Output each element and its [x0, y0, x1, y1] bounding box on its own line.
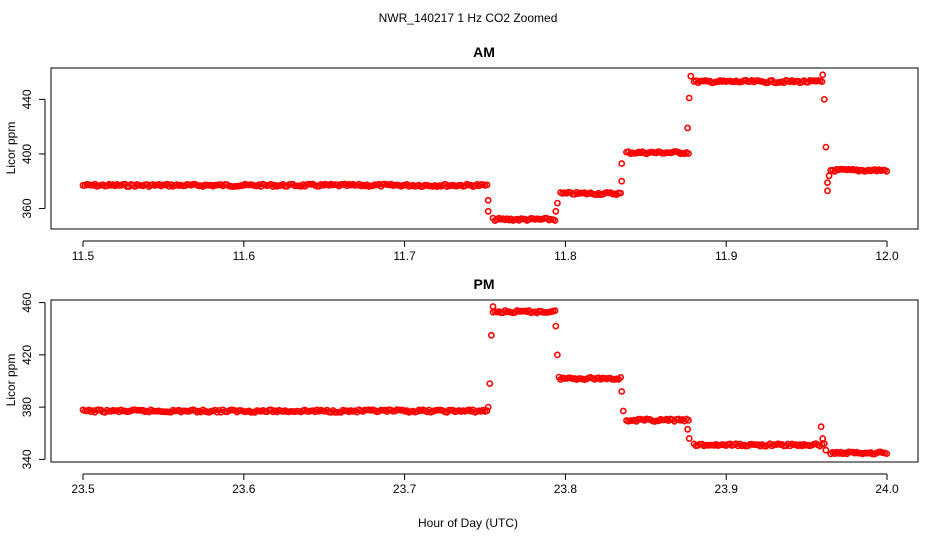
am-transition-point	[687, 72, 695, 80]
pm-transition-point	[489, 303, 497, 310]
pm-y-tick-label: 380	[20, 397, 34, 417]
pm-data-point	[685, 416, 692, 424]
am-transition-point	[822, 143, 830, 151]
am-plateau-5	[690, 76, 826, 87]
am-transition-point	[552, 207, 560, 215]
pm-x-tick-label: 23.8	[554, 482, 578, 496]
pm-y-axis: 340 380 420 460	[20, 292, 46, 469]
am-transition-point	[824, 187, 831, 195]
pm-plateau-6	[827, 448, 891, 458]
am-y-tick-label: 440	[20, 89, 34, 109]
pm-transition-point	[619, 407, 627, 415]
pm-transition-point	[618, 388, 626, 395]
pm-data-points	[79, 303, 891, 458]
pm-transition-point	[685, 435, 693, 442]
pm-data-point	[551, 307, 559, 315]
pm-x-tick-label: 23.7	[393, 482, 417, 496]
am-y-tick-label: 400	[20, 144, 34, 164]
am-transition-point	[819, 71, 827, 79]
pm-y-tick-label: 420	[20, 345, 34, 365]
am-x-axis: 11.5 11.6 11.7 11.8 11.9 12.0	[72, 240, 899, 263]
pm-x-tick-label: 23.6	[232, 482, 256, 496]
am-x-tick-label: 12.0	[875, 249, 899, 263]
pm-panel-title: PM	[474, 276, 495, 292]
pm-panel: PM Licor ppm 23.5 23.6 23.7 23.8 23.9 24.0 34…	[4, 276, 919, 496]
pm-transition-point	[554, 351, 561, 359]
am-transition-point	[484, 207, 492, 215]
pm-transition-point	[487, 331, 495, 339]
am-plot-frame	[50, 67, 919, 230]
am-plateau-6	[827, 165, 891, 175]
am-y-tick-label: 360	[20, 198, 34, 218]
am-transition-point	[820, 96, 828, 103]
am-x-tick-label: 11.8	[554, 249, 577, 263]
x-axis-label: Hour of Day (UTC)	[418, 516, 518, 530]
am-data-point	[818, 78, 826, 85]
pm-data-point	[617, 373, 624, 381]
pm-x-tick-label: 23.9	[715, 482, 739, 496]
pm-plateau-2	[489, 307, 559, 317]
pm-plateau-1	[79, 406, 491, 416]
am-data-point	[617, 189, 624, 197]
am-plateau-3	[557, 188, 624, 199]
pm-transition-point	[552, 322, 560, 330]
pm-plateau-3	[557, 373, 624, 383]
am-transition-point	[825, 172, 833, 180]
am-transition-point	[618, 160, 626, 167]
am-data-point	[551, 217, 559, 224]
pm-y-tick-label: 460	[20, 292, 34, 312]
pm-y-axis-label: Licor ppm	[4, 354, 18, 407]
am-x-tick-label: 11.5	[72, 249, 95, 263]
pm-transition-point	[484, 403, 492, 411]
am-plateau-1	[79, 180, 491, 190]
pm-transition-point	[555, 373, 563, 381]
pm-x-tick-label: 24.0	[875, 482, 899, 496]
pm-plateau-4	[623, 415, 692, 425]
pm-transition-point	[820, 440, 828, 448]
pm-transition-point	[684, 425, 691, 433]
am-x-tick-label: 11.6	[233, 249, 256, 263]
am-transition-point	[484, 196, 492, 204]
am-data-point	[685, 150, 692, 157]
am-transition-point	[618, 177, 626, 185]
pm-x-tick-label: 23.5	[71, 482, 95, 496]
am-data-point	[483, 181, 491, 189]
am-plateau-4	[623, 148, 692, 158]
am-panel-title: AM	[473, 44, 495, 60]
pm-y-tick-label: 340	[20, 449, 34, 469]
am-transition-point	[685, 94, 693, 102]
am-data-points	[79, 71, 891, 224]
am-panel: AM Licor ppm 11.5 11.6 11.7 11.8 11.9 12.0 36…	[4, 44, 919, 263]
pm-plot-frame	[50, 299, 919, 463]
pm-data-point	[883, 450, 891, 457]
figure-title: NWR_140217 1 Hz CO2 Zoomed	[379, 11, 558, 25]
am-y-axis-label: Licor ppm	[4, 122, 18, 175]
pm-transition-point	[486, 380, 494, 387]
pm-x-axis: 23.5 23.6 23.7 23.8 23.9 24.0	[71, 473, 899, 496]
am-data-point	[883, 167, 891, 175]
am-transition-point	[554, 199, 561, 207]
pm-plateau-5	[690, 440, 826, 450]
am-y-axis: 360 400 440	[20, 89, 46, 219]
pm-data-point	[483, 407, 491, 415]
am-transition-point	[824, 179, 831, 186]
am-x-tick-label: 11.9	[715, 249, 738, 263]
am-plateau-2	[489, 214, 559, 224]
am-x-tick-label: 11.7	[393, 249, 416, 263]
pm-transition-point	[822, 446, 830, 454]
am-transition-point	[684, 124, 691, 132]
pm-transition-point	[817, 423, 825, 431]
